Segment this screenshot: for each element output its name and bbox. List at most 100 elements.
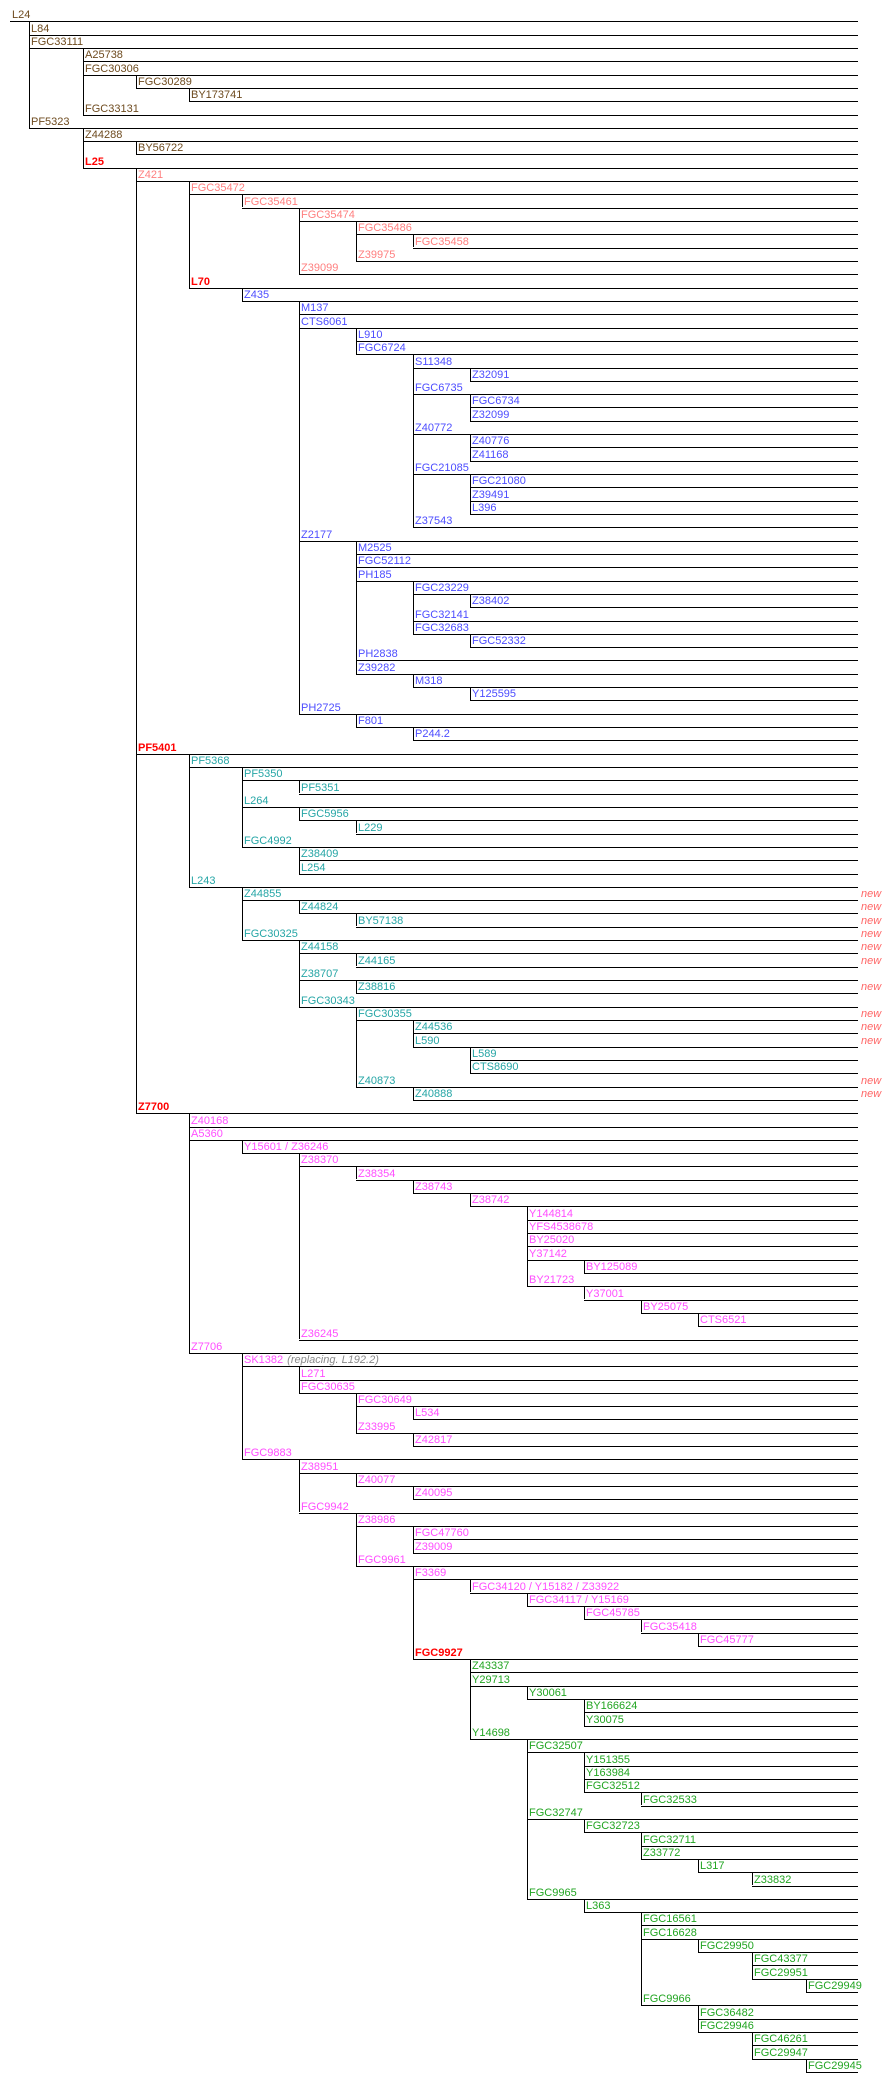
node-label[interactable]: L229 xyxy=(358,822,382,834)
node-label[interactable]: FGC47760 xyxy=(415,1527,469,1539)
node-label[interactable]: Z38742 xyxy=(472,1194,509,1206)
node-label[interactable]: Z39009 xyxy=(415,1541,452,1553)
node-label[interactable]: Z435 xyxy=(244,289,269,301)
node-label[interactable]: Z38986 xyxy=(358,1514,395,1526)
node-label[interactable]: FGC35458 xyxy=(415,236,469,248)
node-label[interactable]: Z44536 xyxy=(415,1021,452,1033)
node-label[interactable]: FGC45785 xyxy=(586,1607,640,1619)
node-label[interactable]: FGC32533 xyxy=(643,1794,697,1806)
node-label[interactable]: FGC9966 xyxy=(643,1993,691,2005)
node-label[interactable]: FGC9927 xyxy=(415,1647,463,1659)
node-label[interactable]: FGC30343 xyxy=(301,995,355,1007)
node-label[interactable]: FGC29946 xyxy=(700,2020,754,2032)
node-label[interactable]: Z41168 xyxy=(472,449,509,461)
node-label[interactable]: Z38402 xyxy=(472,595,509,607)
node-label[interactable]: Z39975 xyxy=(358,249,395,261)
node-label[interactable]: M2525 xyxy=(358,542,392,554)
node-label[interactable]: Z33772 xyxy=(643,1847,680,1859)
node-label[interactable]: BY125089 xyxy=(586,1261,637,1273)
node-label[interactable]: Z44165 xyxy=(358,955,395,967)
node-label[interactable]: Z40095 xyxy=(415,1487,452,1499)
node-label[interactable]: Z40776 xyxy=(472,435,509,447)
node-label[interactable]: YFS4538678 xyxy=(529,1221,593,1233)
node-label[interactable]: Y144814 xyxy=(529,1208,573,1220)
node-label[interactable]: Y15601 / Z36246 xyxy=(244,1141,328,1153)
node-label[interactable]: FGC29951 xyxy=(754,1967,808,1979)
node-label[interactable]: L910 xyxy=(358,329,382,341)
node-label[interactable]: Y37001 xyxy=(586,1288,624,1300)
node-label[interactable]: Y37142 xyxy=(529,1248,567,1260)
node-label[interactable]: Z38409 xyxy=(301,848,338,860)
node-label[interactable]: Z43337 xyxy=(472,1660,509,1672)
node-label[interactable]: FGC9883 xyxy=(244,1447,292,1459)
node-label[interactable]: FGC9961 xyxy=(358,1554,406,1566)
node-label[interactable]: Z38743 xyxy=(415,1181,452,1193)
node-label[interactable]: BY166624 xyxy=(586,1700,637,1712)
node-label[interactable]: CTS6521 xyxy=(700,1314,746,1326)
node-label[interactable]: BY173741 xyxy=(191,89,242,101)
node-label[interactable]: Z38816 xyxy=(358,981,395,993)
node-label[interactable]: FGC21080 xyxy=(472,475,526,487)
node-label[interactable]: FGC9942 xyxy=(301,1501,349,1513)
node-label[interactable]: A5360 xyxy=(191,1128,223,1140)
node-label[interactable]: FGC35474 xyxy=(301,209,355,221)
node-label[interactable]: Z39099 xyxy=(301,262,338,274)
node-label[interactable]: Y29713 xyxy=(472,1674,510,1686)
node-label[interactable]: L534 xyxy=(415,1407,439,1419)
node-label[interactable]: Z33995 xyxy=(358,1421,395,1433)
node-label[interactable]: PF5401 xyxy=(138,742,177,754)
node-label[interactable]: FGC32711 xyxy=(643,1834,696,1846)
node-label[interactable]: Z37543 xyxy=(415,515,452,527)
node-label[interactable]: FGC52112 xyxy=(358,555,411,567)
node-label[interactable]: Z421 xyxy=(138,169,163,181)
node-label[interactable]: Z32091 xyxy=(472,369,509,381)
node-label[interactable]: FGC9965 xyxy=(529,1887,577,1899)
node-label[interactable]: L396 xyxy=(472,502,496,514)
node-label[interactable]: Z44824 xyxy=(301,901,338,913)
node-label[interactable]: FGC16628 xyxy=(643,1927,697,1939)
node-label[interactable]: Y125595 xyxy=(472,688,516,700)
node-label[interactable]: FGC30325 xyxy=(244,928,298,940)
node-label[interactable]: FGC16561 xyxy=(643,1913,697,1925)
node-label[interactable]: FGC36482 xyxy=(700,2007,754,2019)
node-label[interactable]: FGC30635 xyxy=(301,1381,355,1393)
node-label[interactable]: Z7706 xyxy=(191,1341,222,1353)
node-label[interactable]: L70 xyxy=(191,276,210,288)
node-label[interactable]: Z38354 xyxy=(358,1168,395,1180)
node-label[interactable]: L271 xyxy=(301,1368,325,1380)
node-label[interactable]: M137 xyxy=(301,302,329,314)
node-label[interactable]: S11348 xyxy=(415,356,452,368)
node-label[interactable]: PF5350 xyxy=(244,768,283,780)
node-label[interactable]: FGC32141 xyxy=(415,609,469,621)
node-label[interactable]: Z42817 xyxy=(415,1434,452,1446)
node-label[interactable]: FGC46261 xyxy=(754,2033,808,2045)
node-label[interactable]: FGC34120 / Y15182 / Z33922 xyxy=(472,1581,619,1593)
node-label[interactable]: L363 xyxy=(586,1900,610,1912)
node-label[interactable]: FGC29949 xyxy=(808,1980,862,1992)
node-label[interactable]: L589 xyxy=(472,1048,496,1060)
node-label[interactable]: Z33832 xyxy=(754,1874,791,1886)
node-label[interactable]: FGC29947 xyxy=(754,2047,808,2059)
node-label[interactable]: FGC32683 xyxy=(415,622,469,634)
node-label[interactable]: Z44288 xyxy=(85,129,122,141)
node-label[interactable]: FGC21085 xyxy=(415,462,469,474)
node-label[interactable]: Z38707 xyxy=(301,968,338,980)
node-label[interactable]: BY56722 xyxy=(138,142,183,154)
node-label[interactable]: Z7700 xyxy=(138,1101,169,1113)
node-label[interactable]: Z38370 xyxy=(301,1154,338,1166)
node-label[interactable]: Z39491 xyxy=(472,489,509,501)
node-label[interactable]: BY57138 xyxy=(358,915,403,927)
node-label[interactable]: F801 xyxy=(358,715,383,727)
node-label[interactable]: Z40888 xyxy=(415,1088,452,1100)
node-label[interactable]: FGC5956 xyxy=(301,808,349,820)
node-label[interactable]: FGC23229 xyxy=(415,582,469,594)
node-label[interactable]: FGC30306 xyxy=(85,63,139,75)
node-label[interactable]: FGC32723 xyxy=(586,1820,640,1832)
node-label[interactable]: L243 xyxy=(191,875,215,887)
node-label[interactable]: Y163984 xyxy=(586,1767,630,1779)
node-label[interactable]: FGC29950 xyxy=(700,1940,754,1952)
node-label[interactable]: FGC30649 xyxy=(358,1394,412,1406)
node-label[interactable]: L590 xyxy=(415,1035,439,1047)
node-label[interactable]: Y30075 xyxy=(586,1714,624,1726)
node-label[interactable]: F3369 xyxy=(415,1567,446,1579)
